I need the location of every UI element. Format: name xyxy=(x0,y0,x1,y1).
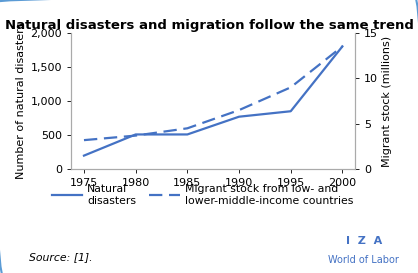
Text: Natural disasters and migration follow the same trend: Natural disasters and migration follow t… xyxy=(5,19,413,32)
Text: I  Z  A: I Z A xyxy=(346,236,382,246)
Legend: Natural
disasters, Migrant stock from low- and
lower-middle-income countries: Natural disasters, Migrant stock from lo… xyxy=(47,180,358,210)
Text: World of Labor: World of Labor xyxy=(328,255,399,265)
Y-axis label: Migrant stock (millions): Migrant stock (millions) xyxy=(382,35,393,167)
Text: Source: [1].: Source: [1]. xyxy=(29,252,93,262)
Y-axis label: Number of natural disasters: Number of natural disasters xyxy=(16,23,26,179)
